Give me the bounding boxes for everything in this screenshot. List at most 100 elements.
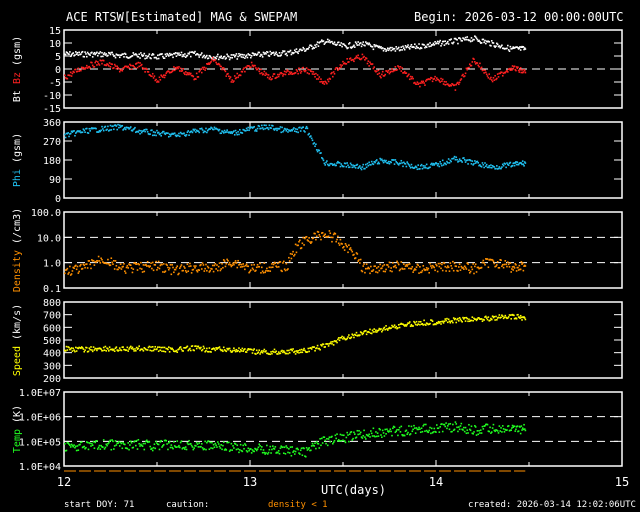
data-point (117, 268, 119, 271)
y-tick-label: 500 (43, 336, 61, 347)
data-point (381, 429, 384, 432)
data-point (183, 72, 185, 74)
data-point (408, 263, 411, 265)
data-point (207, 266, 210, 269)
data-point (508, 162, 511, 165)
data-point (122, 67, 124, 70)
data-point (222, 67, 224, 69)
data-point (72, 52, 75, 54)
data-point (197, 345, 200, 348)
data-point (155, 348, 157, 351)
data-point (513, 425, 516, 428)
data-point (446, 161, 449, 164)
data-point (488, 164, 491, 167)
data-point (126, 126, 129, 129)
data-point (148, 133, 151, 136)
data-point (94, 260, 97, 263)
data-point (432, 162, 435, 165)
data-point (181, 447, 184, 450)
data-point (89, 67, 91, 69)
data-point (464, 161, 467, 163)
data-point (282, 130, 284, 133)
data-point (99, 262, 102, 264)
data-point (425, 166, 427, 169)
data-point (111, 63, 113, 66)
data-point (275, 265, 277, 268)
data-point (308, 447, 310, 449)
data-point (364, 267, 367, 270)
data-point (338, 339, 341, 342)
data-point (343, 249, 346, 251)
data-point (331, 40, 333, 43)
data-point (73, 444, 75, 446)
data-point (474, 426, 477, 428)
density-note: density < 1 (268, 500, 328, 510)
data-point (268, 55, 271, 57)
data-point (385, 268, 387, 271)
data-point (389, 46, 392, 49)
data-point (466, 429, 469, 431)
data-point (72, 445, 75, 448)
data-point (497, 45, 500, 48)
data-point (482, 69, 485, 71)
data-point (275, 51, 277, 54)
data-point (89, 348, 91, 351)
data-point (125, 447, 128, 449)
data-point (386, 329, 389, 331)
data-point (512, 426, 515, 428)
data-point (507, 316, 510, 318)
data-point (105, 129, 108, 131)
data-point (110, 129, 113, 131)
data-point (67, 74, 69, 76)
data-point (501, 47, 504, 50)
data-point (255, 128, 257, 131)
data-point (282, 350, 285, 352)
data-point (446, 427, 448, 430)
caution-label: caution: (166, 500, 210, 510)
data-point (452, 83, 454, 86)
data-point (437, 42, 440, 45)
data-point (450, 265, 452, 267)
data-point (408, 163, 410, 166)
data-point (415, 45, 418, 48)
data-point (182, 132, 184, 135)
data-point (352, 437, 354, 440)
data-point (215, 61, 217, 64)
data-point (464, 266, 467, 269)
data-point (264, 74, 266, 77)
data-point (493, 79, 496, 81)
data-point (226, 73, 228, 76)
data-point (227, 348, 229, 351)
data-point (521, 319, 523, 321)
data-point (372, 331, 375, 333)
data-point (151, 267, 153, 270)
data-point (73, 130, 75, 132)
data-point (283, 50, 286, 52)
data-point (512, 67, 515, 70)
data-point (424, 269, 426, 272)
data-point (385, 325, 387, 327)
data-point (152, 269, 155, 272)
data-point (166, 71, 168, 73)
data-point (199, 347, 201, 350)
data-point (383, 326, 386, 329)
data-point (338, 66, 341, 69)
data-point (325, 442, 327, 445)
data-point (113, 55, 116, 57)
data-point (430, 427, 433, 430)
data-point (485, 258, 488, 260)
data-point (283, 446, 286, 449)
data-point (122, 441, 124, 444)
data-point (360, 57, 363, 60)
data-point (228, 55, 230, 58)
data-point (244, 129, 246, 132)
data-point (211, 56, 214, 59)
data-point (242, 128, 244, 131)
data-point (122, 346, 124, 348)
data-point (271, 350, 274, 353)
data-point (67, 132, 69, 134)
data-point (217, 58, 220, 61)
data-point (92, 346, 95, 348)
data-point (104, 262, 107, 265)
data-point (259, 127, 261, 130)
